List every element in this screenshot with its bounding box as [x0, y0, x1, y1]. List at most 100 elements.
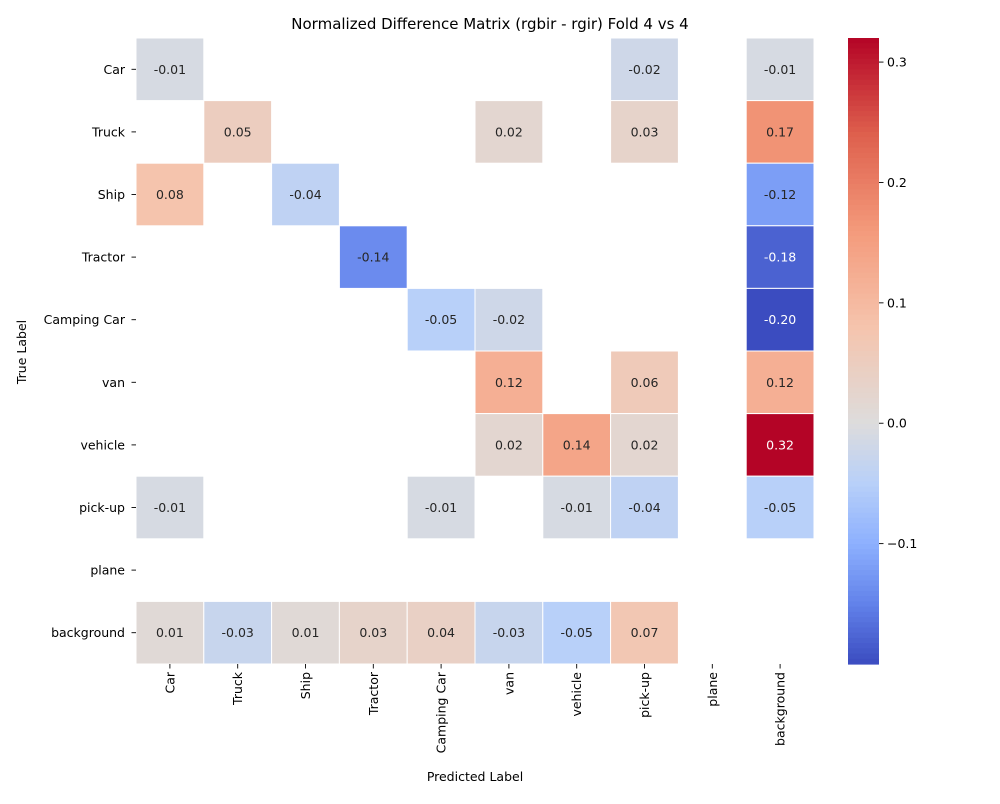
cell-value-label: -0.03 — [222, 625, 254, 640]
cell-value-label: -0.04 — [289, 187, 321, 202]
cell-value-label: 0.03 — [359, 625, 387, 640]
colorbar-segment — [848, 570, 879, 576]
colorbar-segment — [848, 251, 879, 258]
colorbar-segment — [848, 319, 879, 326]
heatmap-cell — [542, 413, 612, 477]
heatmap-cell — [474, 350, 544, 415]
cell-value-label: 0.12 — [495, 375, 523, 390]
colorbar-segment — [848, 392, 879, 399]
colorbar-segment — [848, 637, 879, 644]
colorbar-segment — [848, 277, 879, 284]
cell-value-label: -0.04 — [628, 500, 660, 515]
colorbar-segment — [848, 627, 879, 634]
heatmap-cell — [745, 475, 815, 540]
heatmap-cell — [745, 225, 815, 289]
cell-value-label: -0.01 — [154, 62, 186, 77]
colorbar-segment — [848, 361, 879, 368]
y-tick-label: Ship — [98, 187, 125, 202]
cell-value-label: 0.05 — [224, 124, 252, 139]
heatmap-cell — [135, 600, 205, 665]
heatmap-cell — [474, 413, 544, 477]
colorbar-segment — [848, 429, 879, 436]
colorbar-segment — [848, 189, 879, 196]
colorbar-segment — [848, 79, 879, 86]
colorbar-segment — [848, 601, 879, 608]
y-tick-label: Car — [103, 62, 125, 77]
colorbar-segment — [848, 324, 879, 331]
colorbar-segment — [848, 528, 879, 535]
cell-value-label: -0.05 — [561, 625, 593, 640]
colorbar-segment — [848, 491, 879, 498]
colorbar-segment — [848, 408, 879, 415]
colorbar-segment — [848, 648, 879, 655]
colorbar-segment — [848, 439, 879, 446]
colorbar-segment — [848, 283, 879, 289]
colorbar-segment — [848, 246, 879, 253]
heatmap-cell — [271, 162, 340, 227]
colorbar-segment — [848, 387, 879, 394]
colorbar-segment — [848, 559, 879, 566]
heatmap-cells: -0.01 -0.02 -0.01 0.05 0.02 0.03 0.17 0.08 -0.04… — [135, 37, 815, 665]
colorbar-segment — [848, 111, 879, 117]
colorbar-segment — [848, 53, 879, 60]
heatmap-cell — [745, 162, 815, 227]
x-tick-label: pick-up — [637, 672, 652, 718]
colorbar-segment — [848, 585, 879, 592]
cell-value-label: 0.32 — [766, 437, 794, 452]
colorbar-segment — [848, 38, 879, 44]
colorbar-segment — [848, 345, 879, 352]
colorbar-segment — [848, 194, 879, 201]
colorbar-segment — [848, 236, 879, 243]
colorbar-segment — [848, 131, 879, 138]
cell-value-label: 0.01 — [156, 625, 184, 640]
colorbar-segment — [848, 288, 879, 295]
colorbar-segment — [848, 147, 879, 154]
colorbar-segment — [848, 450, 879, 456]
cell-value-label: 0.06 — [631, 375, 659, 390]
colorbar-segment — [848, 606, 879, 613]
y-axis-label: True Label — [14, 320, 29, 385]
heatmap-cell — [610, 37, 679, 102]
colorbar-segment — [848, 371, 879, 378]
colorbar-segment — [848, 335, 879, 342]
colorbar-segment — [848, 653, 879, 660]
colorbar-segment — [848, 95, 879, 102]
cell-value-label: -0.01 — [764, 62, 796, 77]
y-tick-label: van — [102, 375, 125, 390]
colorbar-segment — [848, 351, 879, 357]
colorbar-tick-label: −0.1 — [887, 536, 917, 551]
chart-title: Normalized Difference Matrix (rgbir - rg… — [291, 15, 688, 33]
colorbar-segment — [848, 90, 879, 96]
x-axis-label: Predicted Label — [427, 769, 523, 784]
heatmap-cell — [406, 287, 476, 352]
colorbar-segment — [848, 538, 879, 545]
cell-value-label: 0.01 — [292, 625, 320, 640]
colorbar-segment — [848, 105, 879, 112]
cell-value-label: 0.08 — [156, 187, 184, 202]
cell-value-label: -0.01 — [425, 500, 457, 515]
y-tick-label: Camping Car — [44, 312, 126, 327]
colorbar-tick-label: 0.0 — [887, 416, 907, 431]
colorbar-segment — [848, 157, 879, 164]
colorbar-tick-label: 0.3 — [887, 55, 907, 70]
heatmap-cell — [203, 100, 273, 164]
colorbar-segment — [848, 564, 879, 571]
colorbar-segment — [848, 267, 879, 274]
cell-value-label: -0.01 — [561, 500, 593, 515]
cell-value-label: -0.03 — [493, 625, 525, 640]
colorbar-segment — [848, 168, 879, 175]
heatmap-cell — [745, 350, 815, 415]
heatmap-cell — [745, 287, 815, 352]
colorbar-segment — [848, 163, 879, 170]
cell-value-label: 0.02 — [631, 437, 659, 452]
colorbar-segment — [848, 126, 879, 133]
x-tick-label: van — [501, 672, 516, 695]
heatmap-cell — [610, 475, 679, 540]
x-tick-label: background — [773, 672, 788, 746]
cell-value-label: 0.14 — [563, 437, 591, 452]
heatmap-cell — [338, 600, 408, 665]
colorbar-segment — [848, 257, 879, 263]
x-tick-label: vehicle — [569, 672, 584, 717]
colorbar-segment — [848, 617, 879, 623]
colorbar-segment — [848, 575, 879, 582]
